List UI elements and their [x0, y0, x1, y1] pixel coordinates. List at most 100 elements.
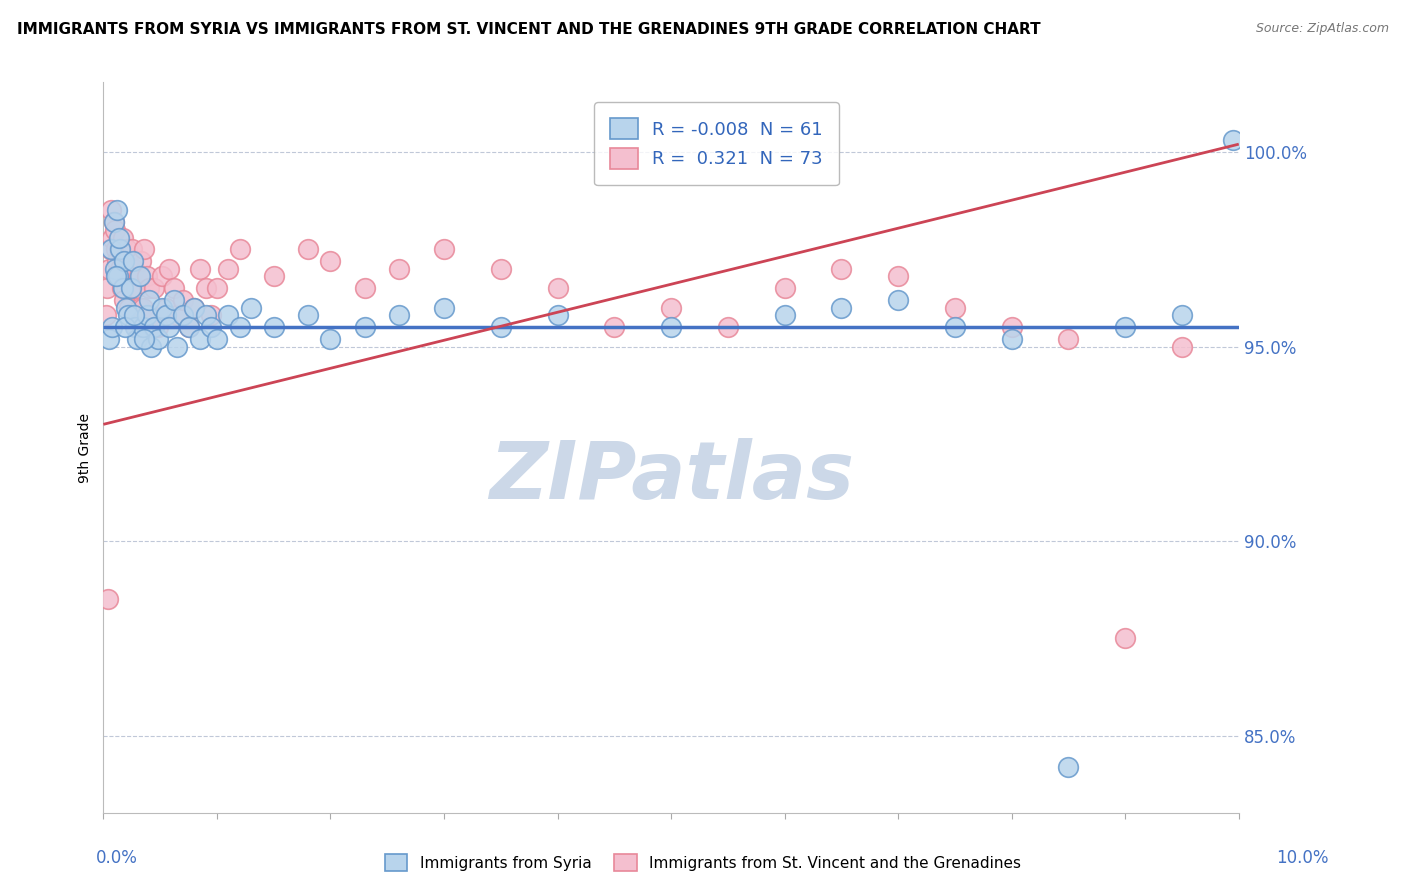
Point [194, 281, 217, 295]
Point [155, 309, 177, 323]
Point [489, 261, 512, 276]
Point [120, 269, 142, 284]
Point [143, 281, 166, 295]
Point [114, 261, 136, 276]
Point [183, 301, 205, 315]
Point [166, 339, 188, 353]
Point [177, 320, 200, 334]
Point [188, 332, 211, 346]
Point [118, 301, 141, 315]
Point [101, 230, 124, 244]
Point [830, 301, 852, 315]
Point [172, 309, 194, 323]
Point [121, 242, 143, 256]
Point [143, 320, 166, 334]
Point [104, 261, 127, 276]
Point [111, 281, 134, 295]
Point [107, 269, 129, 284]
Point [124, 320, 146, 334]
Point [94, 309, 117, 323]
Point [132, 301, 155, 315]
Point [319, 253, 342, 268]
Point [943, 301, 966, 315]
Point [887, 293, 910, 307]
Point [183, 301, 205, 315]
Point [103, 215, 125, 229]
Point [263, 320, 285, 334]
Point [132, 320, 155, 334]
Point [131, 320, 153, 334]
Y-axis label: 9th Grade: 9th Grade [79, 413, 93, 483]
Point [194, 309, 217, 323]
Point [433, 242, 456, 256]
Point [127, 332, 149, 346]
Point [114, 320, 136, 334]
Point [659, 320, 682, 334]
Legend: R = -0.008  N = 61, R =  0.321  N = 73: R = -0.008 N = 61, R = 0.321 N = 73 [595, 102, 839, 186]
Point [122, 309, 145, 323]
Point [205, 281, 228, 295]
Point [1114, 632, 1136, 646]
Point [117, 309, 139, 323]
Point [433, 301, 456, 315]
Point [122, 253, 145, 268]
Point [773, 281, 796, 295]
Point [135, 309, 157, 323]
Point [96, 281, 118, 295]
Point [263, 269, 285, 284]
Point [104, 269, 127, 284]
Point [138, 281, 160, 295]
Point [134, 242, 156, 256]
Point [97, 592, 120, 607]
Point [115, 301, 138, 315]
Point [134, 332, 156, 346]
Point [100, 203, 122, 218]
Point [104, 223, 127, 237]
Point [120, 281, 142, 295]
Point [1057, 332, 1080, 346]
Point [547, 281, 569, 295]
Point [110, 242, 132, 256]
Point [124, 309, 146, 323]
Point [200, 320, 222, 334]
Point [105, 203, 128, 218]
Point [128, 269, 150, 284]
Point [773, 309, 796, 323]
Point [98, 261, 121, 276]
Point [353, 320, 375, 334]
Point [240, 301, 263, 315]
Point [163, 293, 186, 307]
Point [1057, 760, 1080, 774]
Text: ZIPatlas: ZIPatlas [488, 438, 853, 516]
Point [108, 230, 131, 244]
Point [100, 242, 122, 256]
Point [172, 293, 194, 307]
Point [117, 253, 139, 268]
Point [138, 293, 160, 307]
Point [200, 309, 222, 323]
Point [101, 320, 124, 334]
Point [152, 301, 174, 315]
Point [228, 320, 250, 334]
Point [122, 261, 145, 276]
Point [108, 242, 131, 256]
Point [217, 261, 239, 276]
Point [1222, 133, 1244, 147]
Point [1171, 309, 1194, 323]
Point [659, 301, 682, 315]
Point [127, 320, 149, 334]
Point [205, 332, 228, 346]
Point [163, 281, 186, 295]
Point [353, 281, 375, 295]
Point [887, 269, 910, 284]
Point [297, 242, 319, 256]
Point [125, 281, 148, 295]
Point [115, 269, 138, 284]
Point [547, 309, 569, 323]
Point [111, 230, 134, 244]
Point [139, 339, 162, 353]
Point [128, 269, 150, 284]
Legend: Immigrants from Syria, Immigrants from St. Vincent and the Grenadines: Immigrants from Syria, Immigrants from S… [378, 848, 1028, 877]
Point [297, 309, 319, 323]
Text: IMMIGRANTS FROM SYRIA VS IMMIGRANTS FROM ST. VINCENT AND THE GRENADINES 9TH GRAD: IMMIGRANTS FROM SYRIA VS IMMIGRANTS FROM… [17, 22, 1040, 37]
